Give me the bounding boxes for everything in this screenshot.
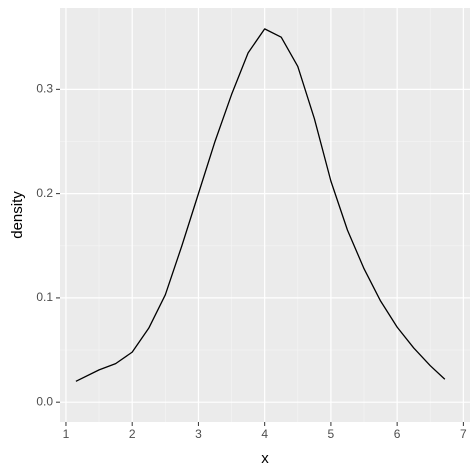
y-tick-label: 0.0 xyxy=(36,394,53,408)
x-tick-label: 4 xyxy=(261,427,268,441)
y-tick-label: 0.3 xyxy=(36,82,53,96)
x-tick-label: 5 xyxy=(328,427,335,441)
y-axis-title: density xyxy=(9,191,26,239)
density-line xyxy=(75,28,446,382)
y-tick-label: 0.1 xyxy=(36,290,53,304)
x-tick-label: 3 xyxy=(195,427,202,441)
y-tick-label: 0.2 xyxy=(36,186,53,200)
x-axis-title: x xyxy=(261,450,269,467)
x-tick-label: 6 xyxy=(394,427,401,441)
x-tick-label: 7 xyxy=(460,427,467,441)
x-tick-label: 2 xyxy=(129,427,136,441)
x-tick-label: 1 xyxy=(63,427,70,441)
